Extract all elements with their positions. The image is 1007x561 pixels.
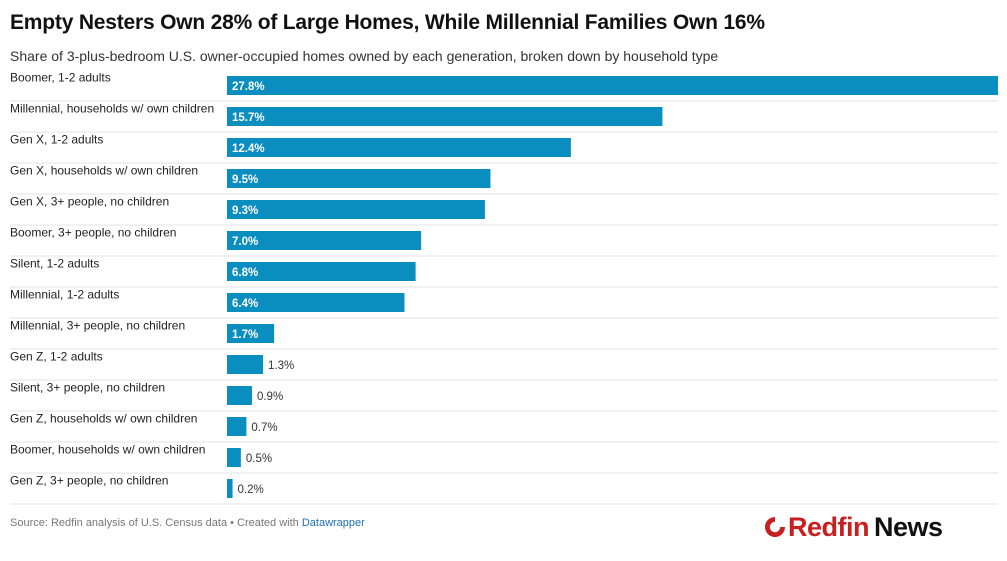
category-label: Silent, 3+ people, no children <box>10 381 165 395</box>
value-label: 6.4% <box>232 298 258 310</box>
value-label: 1.3% <box>268 360 294 372</box>
bar <box>227 386 252 405</box>
source-note: Source: Redfin analysis of U.S. Census d… <box>10 517 365 529</box>
category-label: Boomer, households w/ own children <box>10 443 205 457</box>
redfin-news-logo: Redfin News <box>764 510 943 544</box>
category-label: Silent, 1-2 adults <box>10 257 99 271</box>
source-text: Source: Redfin analysis of U.S. Census d… <box>10 517 302 529</box>
bar <box>227 355 264 374</box>
category-label: Gen Z, 3+ people, no children <box>10 474 168 488</box>
value-label: 0.9% <box>257 391 283 403</box>
category-label: Gen Z, households w/ own children <box>10 412 197 426</box>
chart-title: Empty Nesters Own 28% of Large Homes, Wh… <box>10 11 765 34</box>
chart-subtitle: Share of 3-plus-bedroom U.S. owner-occup… <box>10 48 719 64</box>
value-label: 0.2% <box>238 484 264 496</box>
value-label: 1.7% <box>232 329 258 341</box>
value-label: 27.8% <box>232 81 265 93</box>
logo-brand-text: Redfin <box>788 511 870 542</box>
value-label: 0.5% <box>246 453 272 465</box>
bar <box>227 417 247 436</box>
datawrapper-link[interactable]: Datawrapper <box>301 517 365 529</box>
value-label: 0.7% <box>251 422 277 434</box>
bar <box>227 324 275 343</box>
category-label: Gen X, 1-2 adults <box>10 133 103 147</box>
bar-chart: Boomer, 1-2 adults 27.8% Millennial, house… <box>10 71 998 505</box>
bar <box>227 76 998 95</box>
category-label: Gen X, 3+ people, no children <box>10 195 169 209</box>
value-label: 15.7% <box>232 112 265 124</box>
bar <box>227 479 233 498</box>
category-label: Millennial, households w/ own children <box>10 102 214 116</box>
bar <box>227 293 405 312</box>
logo-suffix-text: News <box>874 511 943 542</box>
bar <box>227 200 485 219</box>
redfin-logo-icon <box>765 516 786 537</box>
value-label: 9.5% <box>232 174 258 186</box>
bar <box>227 231 422 250</box>
category-label: Gen X, households w/ own children <box>10 164 198 178</box>
category-label: Millennial, 3+ people, no children <box>10 319 185 333</box>
category-label: Gen Z, 1-2 adults <box>10 350 103 364</box>
value-label: 6.8% <box>232 267 258 279</box>
category-label: Boomer, 3+ people, no children <box>10 226 176 240</box>
value-label: 12.4% <box>232 143 265 155</box>
category-label: Boomer, 1-2 adults <box>10 71 111 85</box>
bar <box>227 262 416 281</box>
bar <box>227 138 571 157</box>
bar <box>227 169 491 188</box>
bar <box>227 107 663 126</box>
category-label: Millennial, 1-2 adults <box>10 288 119 302</box>
bar <box>227 448 241 467</box>
value-label: 9.3% <box>232 205 258 217</box>
value-label: 7.0% <box>232 236 258 248</box>
